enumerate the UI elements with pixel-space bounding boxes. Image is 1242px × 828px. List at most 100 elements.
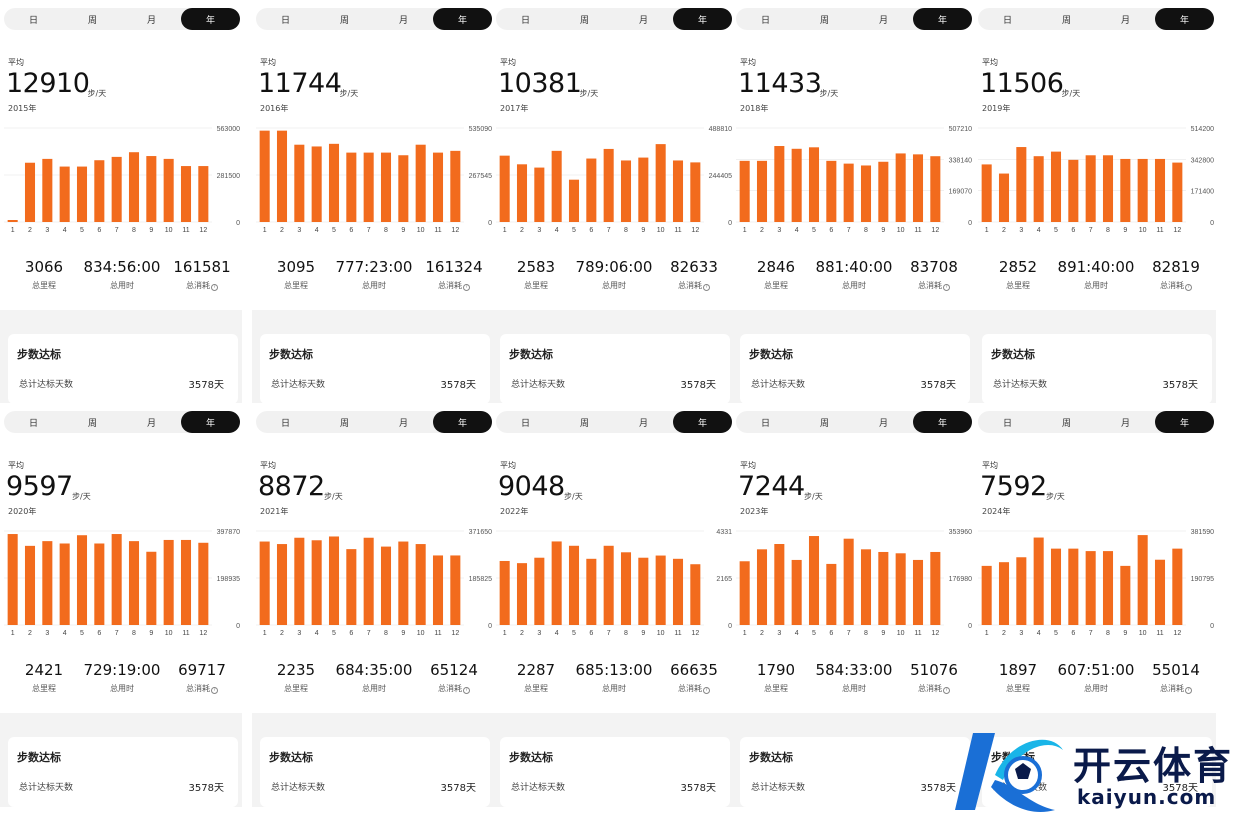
tab-day[interactable]: 日 — [28, 15, 38, 26]
info-icon[interactable]: ? — [1185, 284, 1192, 291]
bar-month-2[interactable] — [998, 173, 1010, 222]
bar-month-10[interactable] — [1137, 535, 1148, 625]
bar-month-6[interactable] — [586, 158, 597, 222]
bar-month-4[interactable] — [791, 559, 802, 625]
bar-month-1[interactable] — [981, 164, 992, 222]
bar-month-5[interactable] — [76, 166, 88, 222]
bar-month-8[interactable] — [128, 541, 140, 625]
tab-week[interactable]: 周 — [1061, 418, 1071, 429]
bar-month-12[interactable] — [198, 166, 209, 222]
bar-month-5[interactable] — [328, 536, 340, 625]
info-icon[interactable]: ? — [211, 687, 218, 694]
bar-month-2[interactable] — [276, 130, 288, 222]
bar-month-11[interactable] — [912, 559, 924, 625]
tab-year[interactable]: 年 — [433, 8, 492, 30]
step-goal-card[interactable]: 步数达标总计达标天数 3578天 — [260, 334, 490, 404]
step-goal-card[interactable]: 步数达标总计达标天数 3578天 — [982, 334, 1212, 404]
bar-month-10[interactable] — [415, 144, 426, 222]
bar-month-3[interactable] — [1016, 557, 1027, 625]
bar-month-9[interactable] — [1120, 158, 1131, 222]
bar-month-6[interactable] — [346, 152, 357, 222]
bar-month-4[interactable] — [59, 166, 70, 222]
bar-month-5[interactable] — [568, 545, 580, 625]
bar-month-3[interactable] — [294, 537, 305, 625]
bar-month-8[interactable] — [380, 546, 392, 625]
bar-month-8[interactable] — [380, 152, 392, 222]
bar-month-3[interactable] — [42, 541, 53, 625]
tab-year[interactable]: 年 — [913, 8, 972, 30]
bar-month-7[interactable] — [843, 163, 854, 222]
tab-day[interactable]: 日 — [280, 15, 290, 26]
info-icon[interactable]: ? — [943, 284, 950, 291]
bar-month-2[interactable] — [276, 544, 288, 625]
tab-year[interactable]: 年 — [673, 411, 732, 433]
step-goal-card[interactable]: 步数达标总计达标天数 3578天 — [8, 737, 238, 807]
bar-month-9[interactable] — [878, 161, 889, 222]
bar-month-2[interactable] — [24, 545, 36, 625]
bar-month-6[interactable] — [94, 543, 105, 625]
bar-month-7[interactable] — [603, 545, 614, 625]
bar-month-1[interactable] — [259, 130, 270, 222]
bar-month-11[interactable] — [180, 539, 192, 625]
bar-month-7[interactable] — [1085, 551, 1096, 625]
bar-month-8[interactable] — [860, 549, 872, 625]
tab-day[interactable]: 日 — [520, 418, 530, 429]
tab-month[interactable]: 月 — [878, 15, 888, 26]
bar-month-6[interactable] — [1068, 159, 1079, 222]
tab-month[interactable]: 月 — [1120, 418, 1130, 429]
tab-year[interactable]: 年 — [181, 411, 240, 433]
bar-month-1[interactable] — [739, 561, 750, 625]
tab-year[interactable]: 年 — [673, 8, 732, 30]
bar-month-6[interactable] — [826, 160, 837, 222]
bar-month-10[interactable] — [163, 539, 174, 625]
tab-month[interactable]: 月 — [878, 418, 888, 429]
bar-month-11[interactable] — [912, 154, 924, 222]
step-goal-card[interactable]: 步数达标总计达标天数 3578天 — [260, 737, 490, 807]
bar-month-11[interactable] — [672, 558, 684, 625]
tab-day[interactable]: 日 — [520, 15, 530, 26]
step-goal-card[interactable]: 步数达标总计达标天数 3578天 — [500, 334, 730, 404]
bar-month-2[interactable] — [756, 160, 768, 222]
bar-month-7[interactable] — [111, 156, 122, 222]
bar-month-1[interactable] — [7, 534, 18, 625]
bar-month-12[interactable] — [450, 150, 461, 222]
tab-month[interactable]: 月 — [398, 418, 408, 429]
tab-week[interactable]: 周 — [339, 418, 349, 429]
step-goal-card[interactable]: 步数达标总计达标天数 3578天 — [740, 334, 970, 404]
info-icon[interactable]: ? — [943, 687, 950, 694]
tab-month[interactable]: 月 — [638, 418, 648, 429]
bar-month-2[interactable] — [24, 162, 36, 222]
bar-month-9[interactable] — [638, 557, 649, 625]
tab-week[interactable]: 周 — [819, 418, 829, 429]
bar-month-4[interactable] — [311, 146, 322, 222]
bar-month-3[interactable] — [534, 167, 545, 222]
bar-month-10[interactable] — [1137, 158, 1148, 222]
bar-month-11[interactable] — [1154, 559, 1166, 625]
bar-month-3[interactable] — [774, 544, 785, 625]
tab-month[interactable]: 月 — [146, 15, 156, 26]
bar-month-7[interactable] — [843, 538, 854, 625]
bar-month-11[interactable] — [432, 152, 444, 222]
bar-month-4[interactable] — [1033, 156, 1044, 222]
tab-month[interactable]: 月 — [398, 15, 408, 26]
bar-month-4[interactable] — [551, 541, 562, 625]
info-icon[interactable]: ? — [463, 687, 470, 694]
bar-month-9[interactable] — [638, 157, 649, 222]
bar-month-6[interactable] — [586, 558, 597, 625]
bar-month-1[interactable] — [7, 220, 18, 222]
bar-month-3[interactable] — [1016, 147, 1027, 222]
bar-month-5[interactable] — [568, 179, 580, 222]
bar-month-2[interactable] — [756, 549, 768, 625]
tab-week[interactable]: 周 — [579, 418, 589, 429]
tab-year[interactable]: 年 — [913, 411, 972, 433]
bar-month-9[interactable] — [878, 551, 889, 625]
bar-month-5[interactable] — [1050, 151, 1062, 222]
info-icon[interactable]: ? — [211, 284, 218, 291]
bar-month-4[interactable] — [311, 540, 322, 625]
bar-month-1[interactable] — [739, 160, 750, 222]
bar-month-10[interactable] — [655, 555, 666, 625]
bar-month-10[interactable] — [415, 544, 426, 625]
bar-month-1[interactable] — [981, 565, 992, 625]
bar-month-12[interactable] — [690, 162, 701, 222]
bar-month-12[interactable] — [690, 564, 701, 625]
